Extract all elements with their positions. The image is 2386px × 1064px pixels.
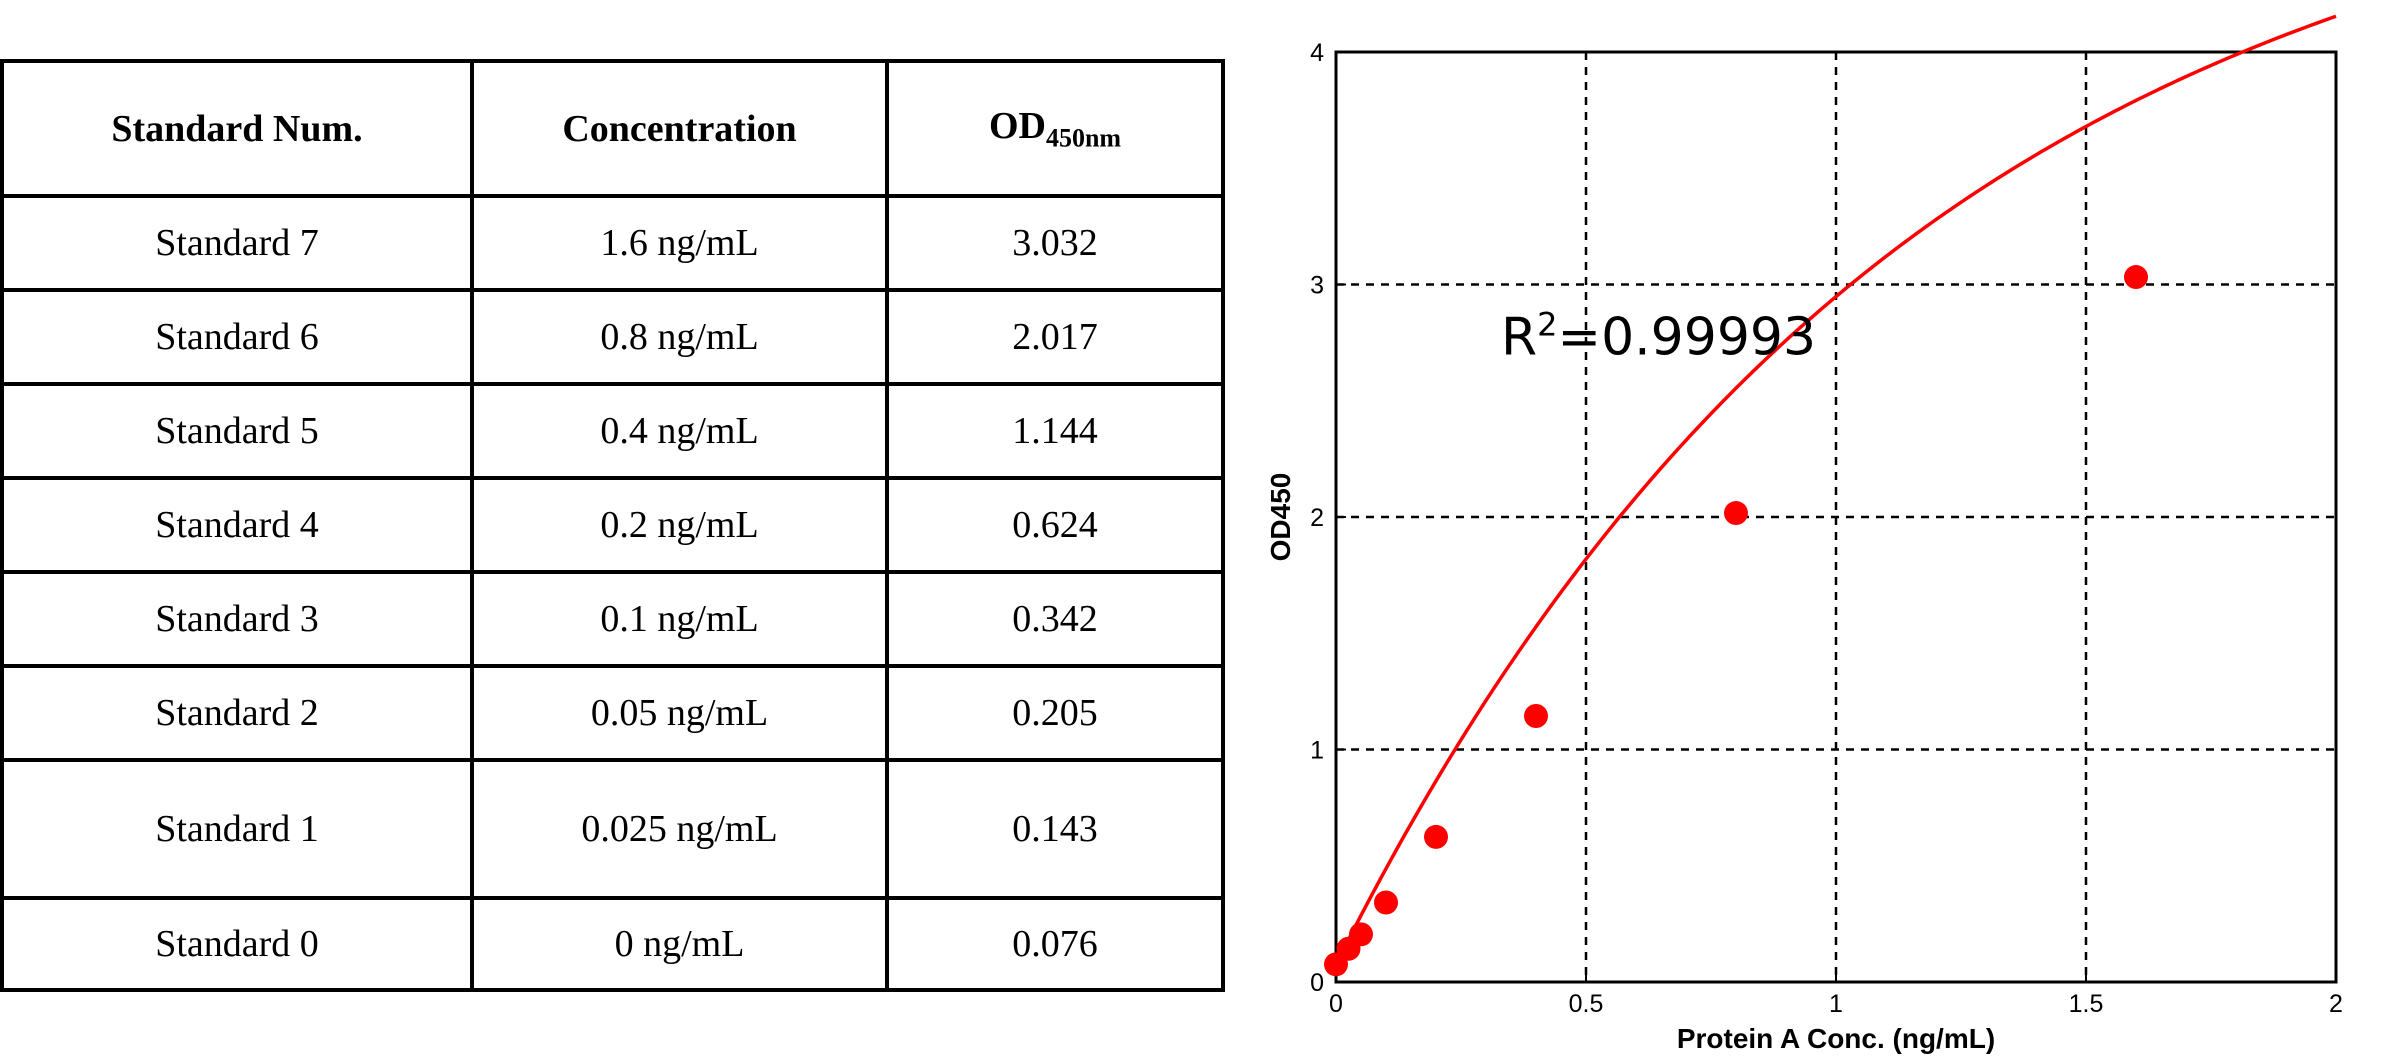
header-standard-num: Standard Num. <box>0 59 474 198</box>
grid-lines <box>1336 52 2336 982</box>
x-tick-label: 2 <box>2329 990 2343 1018</box>
data-point <box>1424 824 1448 849</box>
cell-concentration: 0.1 ng/mL <box>470 570 889 668</box>
y-tick-label: 3 <box>1310 272 1324 300</box>
table-row: Standard 4 0.2 ng/mL 0.624 <box>0 476 1225 574</box>
data-points <box>1324 265 2148 977</box>
y-tick-label: 4 <box>1310 39 1324 67</box>
cell-standard: Standard 6 <box>0 288 474 386</box>
header-od450: OD450nm <box>885 59 1225 198</box>
data-point <box>2124 265 2148 290</box>
header-concentration: Concentration <box>470 59 889 198</box>
cell-standard: Standard 1 <box>0 758 474 900</box>
cell-od: 1.144 <box>885 382 1225 480</box>
y-tick-label: 2 <box>1310 504 1324 532</box>
cell-concentration: 0.2 ng/mL <box>470 476 889 574</box>
cell-concentration: 0.8 ng/mL <box>470 288 889 386</box>
cell-standard: Standard 7 <box>0 194 474 292</box>
cell-od: 0.143 <box>885 758 1225 900</box>
standards-table: Standard Num. Concentration OD450nm Stan… <box>0 59 1225 992</box>
x-tick-label: 0.5 <box>1569 990 1604 1018</box>
cell-concentration: 0 ng/mL <box>470 896 889 992</box>
table-row: Standard 0 0 ng/mL 0.076 <box>0 896 1225 992</box>
data-point <box>1524 704 1548 729</box>
x-tick-label: 0 <box>1329 990 1343 1018</box>
y-axis-title: OD450 <box>1265 473 1296 562</box>
data-point <box>1374 890 1398 915</box>
r-squared-annotation: R2=0.99993 <box>1501 305 1816 367</box>
x-tick-label: 1 <box>1829 990 1843 1018</box>
r2-base: R <box>1501 307 1537 367</box>
x-tick-label: 1.5 <box>2069 990 2104 1018</box>
table-row: Standard 2 0.05 ng/mL 0.205 <box>0 664 1225 762</box>
cell-od: 0.624 <box>885 476 1225 574</box>
cell-standard: Standard 0 <box>0 896 474 992</box>
fit-curve-line <box>1334 14 2337 966</box>
y-tick-label: 0 <box>1310 969 1324 997</box>
cell-od: 2.017 <box>885 288 1225 386</box>
cell-od: 0.076 <box>885 896 1225 992</box>
cell-standard: Standard 3 <box>0 570 474 668</box>
axis-ticks: 0 0.5 1 1.5 2 0 1 2 3 4 <box>1310 39 2343 1018</box>
cell-standard: Standard 5 <box>0 382 474 480</box>
table-header-row: Standard Num. Concentration OD450nm <box>0 59 1225 198</box>
cell-od: 0.205 <box>885 664 1225 762</box>
cell-concentration: 1.6 ng/mL <box>470 194 889 292</box>
cell-concentration: 0.4 ng/mL <box>470 382 889 480</box>
table-row: Standard 7 1.6 ng/mL 3.032 <box>0 194 1225 292</box>
x-axis-title: Protein A Conc. (ng/mL) <box>1677 1023 1995 1054</box>
cell-od: 0.342 <box>885 570 1225 668</box>
cell-standard: Standard 4 <box>0 476 474 574</box>
table-row: Standard 3 0.1 ng/mL 0.342 <box>0 570 1225 668</box>
data-point <box>1349 922 1373 947</box>
cell-concentration: 0.025 ng/mL <box>470 758 889 900</box>
data-point <box>1724 501 1748 526</box>
table-row: Standard 5 0.4 ng/mL 1.144 <box>0 382 1225 480</box>
cell-standard: Standard 2 <box>0 664 474 762</box>
table-row: Standard 6 0.8 ng/mL 2.017 <box>0 288 1225 386</box>
y-tick-label: 1 <box>1310 737 1324 765</box>
cell-od: 3.032 <box>885 194 1225 292</box>
r2-value: =0.99993 <box>1558 307 1817 367</box>
cell-concentration: 0.05 ng/mL <box>470 664 889 762</box>
table-row: Standard 1 0.025 ng/mL 0.143 <box>0 758 1225 900</box>
r2-sup: 2 <box>1537 305 1557 343</box>
